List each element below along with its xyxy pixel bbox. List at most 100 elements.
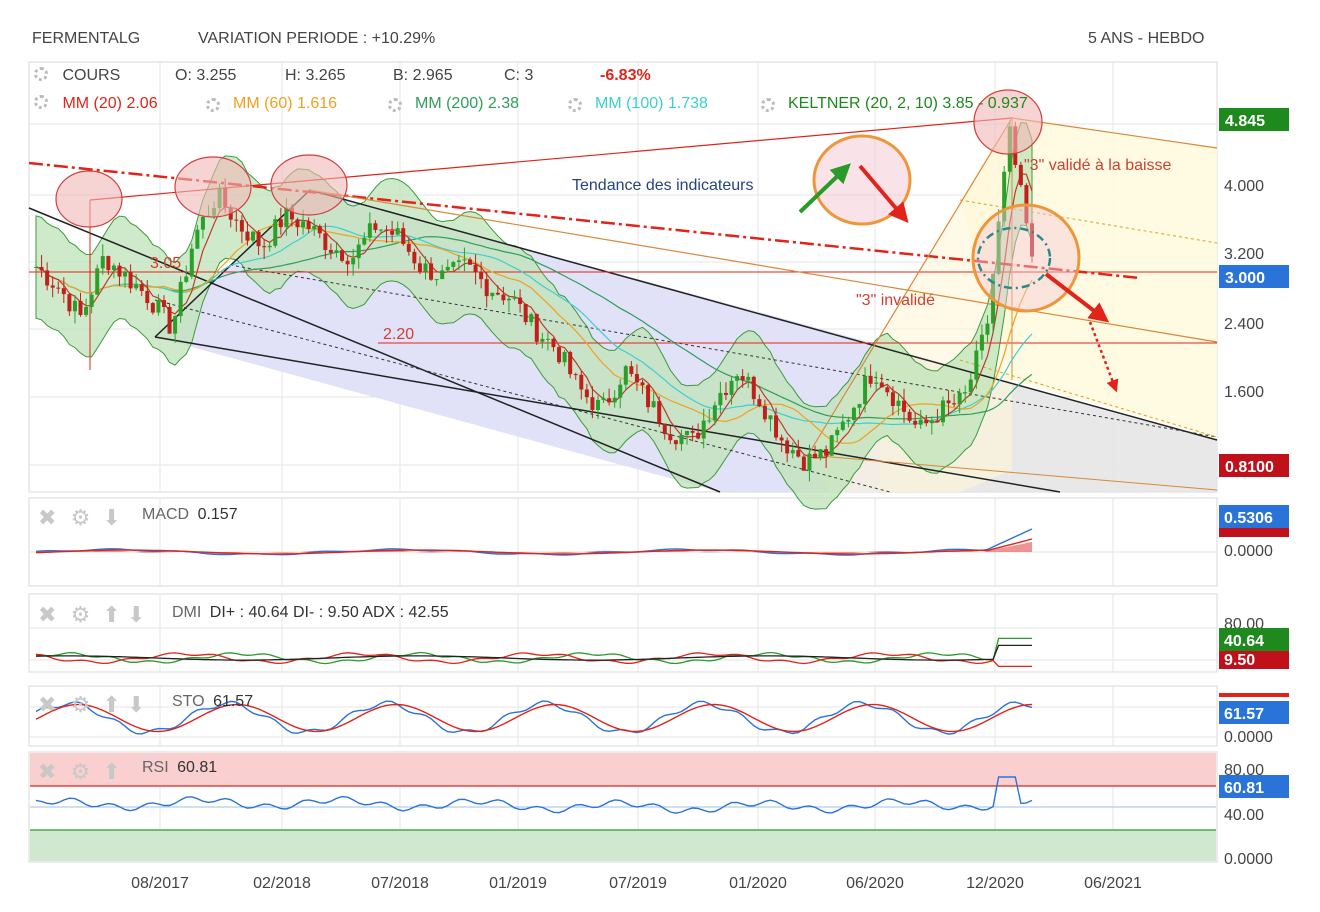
macd-tick: 0.0000 bbox=[1224, 543, 1273, 560]
price-axis: 4.000 3.200 2.400 1.600 bbox=[1224, 178, 1264, 401]
sto-badge: 61.57 bbox=[1224, 706, 1264, 723]
candle-body bbox=[668, 434, 673, 441]
arrow-up-icon[interactable]: ⬆ bbox=[102, 759, 121, 784]
candle-body bbox=[328, 250, 333, 253]
candle-body bbox=[557, 347, 562, 363]
arrow-down-icon[interactable]: ⬇ bbox=[126, 692, 146, 717]
close-icon[interactable]: ✖ bbox=[38, 505, 57, 530]
candle-body bbox=[323, 233, 328, 251]
price-tick: 3.200 bbox=[1224, 246, 1264, 263]
candle-body bbox=[462, 259, 467, 261]
x-tick: 01/2020 bbox=[729, 875, 787, 892]
gear-icon[interactable]: ⚙ bbox=[70, 692, 91, 717]
gear-icon[interactable] bbox=[761, 98, 775, 112]
candle-body bbox=[34, 266, 38, 268]
dmi-label-row: DMI DI+ : 40.64 DI- : 9.50 ADX : 42.55 bbox=[172, 604, 449, 622]
gear-icon[interactable] bbox=[206, 98, 220, 112]
candle-body bbox=[757, 399, 762, 407]
macd-badge: 0.5306 bbox=[1224, 510, 1273, 527]
sto-label: STO bbox=[172, 693, 205, 710]
candle-body bbox=[72, 300, 77, 312]
candle-body bbox=[790, 450, 795, 454]
rsi-oversold-zone bbox=[30, 830, 1216, 861]
candle-body bbox=[262, 246, 267, 248]
rsi-label-row: RSI 60.81 bbox=[142, 759, 217, 777]
trend-circle bbox=[812, 134, 912, 226]
candle-body bbox=[473, 264, 478, 273]
candle-body bbox=[139, 284, 144, 292]
candle-body bbox=[929, 420, 934, 424]
macd-value: 0.157 bbox=[197, 506, 238, 523]
arrow-up-icon[interactable]: ⬆ bbox=[102, 602, 121, 627]
cours-label: COURS bbox=[62, 67, 121, 84]
badge-last: 3.000 bbox=[1225, 270, 1265, 287]
dmi-panel-frame bbox=[28, 593, 1218, 673]
arrow-up-icon[interactable]: ⬆ bbox=[102, 692, 121, 717]
candle-body bbox=[857, 404, 862, 408]
adx-line bbox=[35, 644, 1032, 661]
candle-body bbox=[440, 270, 445, 280]
gear-icon[interactable] bbox=[34, 95, 48, 109]
candle-body bbox=[345, 260, 350, 265]
close-icon[interactable]: ✖ bbox=[38, 602, 57, 627]
close-value: C: 3 bbox=[504, 67, 534, 84]
sto-value: 61.57 bbox=[213, 693, 254, 710]
candle-body bbox=[362, 237, 367, 245]
dmi-label: DMI bbox=[172, 604, 202, 621]
sto-k-line bbox=[35, 700, 1033, 735]
timeframe-label[interactable]: 5 ANS - HEBDO bbox=[1088, 30, 1205, 47]
gear-icon[interactable] bbox=[388, 98, 402, 112]
mm200-label: MM (200) 2.38 bbox=[415, 95, 520, 112]
candle-body bbox=[56, 287, 61, 289]
low-value: B: 2.965 bbox=[393, 67, 453, 84]
candle-body bbox=[562, 352, 567, 363]
trend-annotation: Tendance des indicateurs bbox=[572, 177, 753, 194]
gear-icon[interactable]: ⚙ bbox=[70, 602, 91, 627]
close-icon[interactable]: ✖ bbox=[38, 692, 57, 717]
level-305-label: 3.05 bbox=[150, 255, 181, 272]
arrow-down-icon[interactable]: ⬇ bbox=[102, 505, 121, 530]
candle-body bbox=[896, 400, 901, 406]
candle-body bbox=[184, 276, 189, 282]
candle-body bbox=[251, 231, 256, 241]
candle-body bbox=[590, 397, 595, 410]
candle-body bbox=[39, 266, 44, 271]
dmi-badge-plus-bg bbox=[1219, 628, 1289, 651]
candle-body bbox=[601, 398, 606, 400]
candle-body bbox=[634, 373, 639, 383]
candle-body bbox=[106, 256, 111, 271]
candle-body bbox=[317, 225, 322, 234]
price-tick: 2.400 bbox=[1224, 316, 1264, 333]
gear-icon[interactable]: ⚙ bbox=[70, 759, 91, 784]
macd-controls: ✖ ⚙ ⬇ bbox=[38, 507, 121, 529]
candle-body bbox=[234, 219, 239, 221]
candle-body bbox=[429, 263, 434, 280]
arrow-down-icon[interactable]: ⬇ bbox=[126, 602, 146, 627]
rsi-tick: 80.00 bbox=[1224, 762, 1264, 779]
candle-body bbox=[829, 435, 834, 456]
gear-icon[interactable] bbox=[568, 98, 582, 112]
candle-body bbox=[50, 285, 55, 288]
candle-body bbox=[378, 229, 383, 231]
candle-body bbox=[974, 350, 979, 380]
gear-icon[interactable]: ⚙ bbox=[70, 505, 91, 530]
candle-body bbox=[957, 392, 962, 405]
candle-body bbox=[78, 300, 83, 315]
candle-body bbox=[835, 429, 840, 436]
candle-body bbox=[301, 221, 306, 228]
candle-body bbox=[584, 389, 589, 398]
candle-body bbox=[306, 221, 311, 229]
close-icon[interactable]: ✖ bbox=[38, 759, 57, 784]
rsi-axis: 80.00 40.00 0.0000 bbox=[1224, 762, 1273, 868]
candle-body bbox=[178, 281, 183, 317]
candlesticks bbox=[34, 121, 1034, 482]
candle-body bbox=[851, 407, 856, 420]
peak-circle-4 bbox=[973, 89, 1043, 155]
candle-body bbox=[968, 379, 973, 393]
candle-body bbox=[662, 423, 667, 435]
candle-body bbox=[735, 376, 740, 381]
candle-body bbox=[484, 279, 489, 297]
gear-icon[interactable] bbox=[34, 67, 48, 81]
candle-body bbox=[768, 415, 773, 420]
